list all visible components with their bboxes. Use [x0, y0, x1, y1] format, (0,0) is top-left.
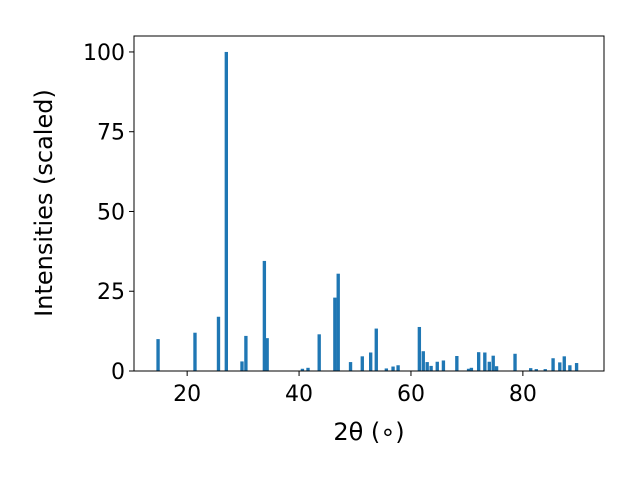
bar — [441, 360, 446, 371]
bar — [306, 367, 310, 371]
bar — [487, 361, 491, 371]
bar — [265, 338, 269, 371]
x-tick-label: 60 — [397, 382, 425, 407]
bar — [369, 352, 373, 371]
y-axis-label: Intensities (scaled) — [30, 89, 58, 317]
bar — [391, 366, 395, 371]
bar — [374, 328, 378, 371]
plot-area-frame — [133, 35, 605, 372]
x-axis-label: 2θ (∘) — [333, 418, 404, 446]
bar — [396, 365, 400, 371]
bar — [513, 353, 517, 371]
bar — [216, 316, 221, 371]
bar — [193, 332, 197, 371]
bar — [529, 368, 533, 371]
bar — [240, 361, 244, 371]
bar — [333, 297, 337, 371]
bar — [483, 352, 487, 371]
bar — [435, 361, 439, 371]
bar — [244, 335, 248, 371]
bar — [384, 368, 389, 371]
bar — [558, 362, 562, 371]
bar — [494, 366, 499, 371]
y-tick-label: 0 — [111, 360, 125, 385]
bar — [455, 356, 459, 371]
bar — [551, 358, 555, 371]
bar — [466, 368, 471, 371]
bar — [336, 273, 340, 371]
bar — [574, 363, 579, 371]
x-tick-label: 40 — [285, 382, 313, 407]
bar — [562, 356, 566, 371]
bar — [421, 351, 425, 371]
bar — [417, 326, 422, 371]
bar — [224, 51, 228, 371]
y-tick-label: 100 — [83, 41, 125, 66]
bar — [491, 355, 495, 371]
x-axis-ticks: 20 40 60 80 — [173, 371, 537, 407]
bar — [360, 356, 364, 371]
bar — [425, 362, 429, 371]
bar — [476, 352, 481, 371]
bar — [317, 334, 321, 371]
bar — [534, 369, 538, 371]
bar — [469, 367, 474, 371]
bar — [348, 362, 353, 371]
bar — [300, 368, 305, 371]
bar-series — [156, 51, 579, 371]
x-tick-label: 20 — [173, 382, 201, 407]
y-axis-ticks: 0 25 50 75 100 — [83, 41, 134, 385]
bar — [156, 339, 160, 371]
x-tick-label: 80 — [509, 382, 537, 407]
bar — [429, 365, 433, 371]
bar — [543, 369, 547, 371]
y-tick-label: 75 — [97, 121, 125, 146]
bar — [568, 365, 572, 371]
y-tick-label: 25 — [97, 280, 125, 305]
bar — [262, 260, 267, 371]
y-tick-label: 50 — [97, 200, 125, 225]
